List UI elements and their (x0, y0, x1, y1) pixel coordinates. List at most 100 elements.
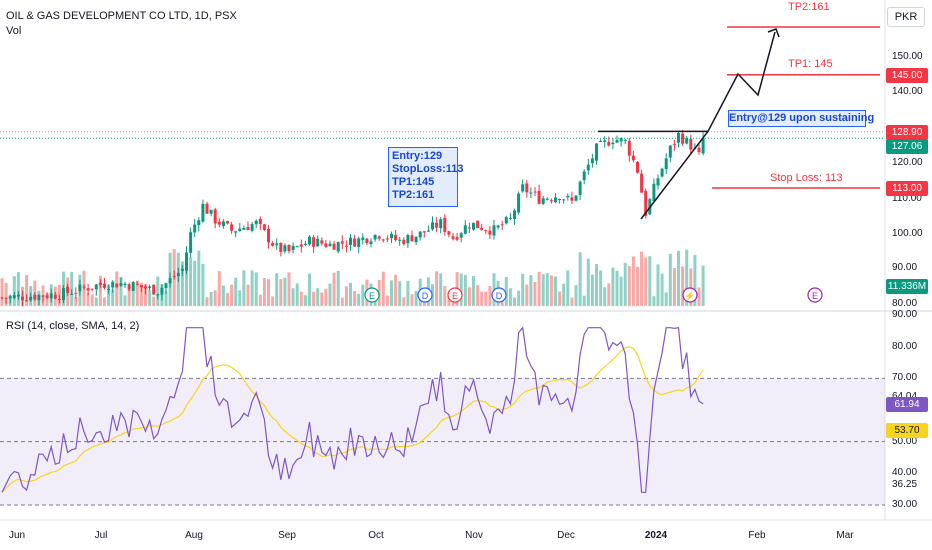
candle-body (431, 222, 434, 230)
volume-bar (221, 285, 225, 306)
event-marker-circle (682, 287, 698, 303)
volume-bar (644, 257, 648, 306)
candle-body (258, 218, 262, 224)
rsi-axis-tick: 36.25 (892, 479, 918, 491)
candle-body (484, 230, 488, 232)
rsi-badge[interactable]: 61.94 (886, 396, 928, 412)
candle-body (595, 143, 598, 161)
candle-body (492, 225, 496, 236)
candle-body (226, 221, 229, 224)
volume-bar (242, 270, 246, 306)
candle-body (545, 198, 549, 200)
volume-bar (299, 291, 303, 306)
candle-body (82, 286, 86, 288)
price-badge[interactable]: 145.00 (886, 67, 928, 83)
volume-bar (599, 270, 603, 306)
volume-bar (607, 283, 611, 306)
candle-body (611, 142, 615, 145)
candle-body (275, 243, 279, 246)
candle-body (549, 200, 553, 202)
candle-body (98, 282, 102, 286)
candle-body (652, 183, 656, 201)
volume-bar (127, 289, 131, 306)
candle-body (172, 276, 176, 278)
rsi-badge[interactable]: 53.70 (886, 422, 928, 438)
candle-body (599, 140, 603, 142)
event-marker: D (491, 287, 507, 303)
volume-bar (349, 282, 352, 306)
trade-info-box[interactable]: Entry:129 StopLoss:113 TP1:145 TP2:161 (388, 147, 464, 207)
candle-body (156, 294, 160, 296)
rsi-axis-tick: 50.00 (892, 435, 918, 447)
candle-body (139, 285, 143, 288)
candle-body (525, 183, 529, 193)
volume-bar (180, 261, 184, 306)
volume-bar (394, 274, 398, 306)
candle-body (361, 237, 365, 240)
volume-bar (554, 276, 557, 306)
candle-body (636, 161, 639, 173)
candle-body (16, 294, 20, 297)
candle-body (103, 283, 106, 288)
event-marker-label: D (496, 291, 503, 301)
volume-bar (139, 282, 143, 306)
candle-body (369, 241, 373, 245)
volume-bar (197, 250, 201, 306)
rsi-axis-tick: 90.00 (892, 309, 918, 320)
projection-arrowhead (767, 28, 780, 38)
candle-body (230, 224, 234, 231)
candle-body (324, 243, 328, 247)
entry-callout[interactable]: Entry@129 upon sustaining (728, 110, 874, 127)
candle-body (238, 228, 242, 231)
volume-bar (467, 287, 471, 306)
volume-bar (390, 280, 393, 306)
candle-body (459, 233, 463, 238)
volume-bar (558, 291, 562, 306)
volume-bar (619, 276, 623, 306)
candle-body (53, 294, 57, 299)
volume-bar (615, 270, 619, 306)
candle-body (689, 138, 693, 150)
price-badge[interactable]: 127.06 (886, 139, 928, 155)
volume-bar (185, 261, 188, 306)
price-badge[interactable]: 128.90 (886, 124, 928, 140)
volume-bar (156, 276, 160, 306)
candle-body (443, 217, 447, 232)
candle-body (406, 235, 410, 244)
candle-body (33, 294, 37, 300)
candle-body (357, 238, 361, 248)
candle-body (349, 237, 352, 245)
event-marker-circle (417, 287, 433, 303)
candle-body (570, 197, 574, 201)
volume-bar (701, 265, 705, 306)
candle-body (254, 220, 258, 225)
candle-body (451, 236, 455, 239)
candle-body (217, 221, 221, 225)
volume-bar (336, 270, 340, 306)
volume-bar (205, 297, 209, 306)
volume-bar (570, 297, 574, 306)
volume-bar (90, 294, 94, 306)
volume-series (0, 249, 705, 306)
candle-body (4, 297, 8, 299)
volume-bar (697, 287, 701, 306)
candle-body (381, 239, 385, 241)
currency-button[interactable]: PKR (887, 7, 925, 27)
price-badge[interactable]: 113.00 (886, 180, 928, 196)
candle-body (627, 140, 631, 156)
candle-body (631, 155, 635, 161)
volume-bar (131, 289, 135, 306)
candle-body (66, 286, 70, 293)
event-marker: E (807, 287, 823, 303)
volume-bar (439, 273, 443, 306)
volume-bar (74, 297, 78, 306)
candle-body (180, 268, 184, 271)
price-badge[interactable]: 11.336M (886, 279, 928, 294)
volume-bar (119, 276, 123, 306)
volume-bar (480, 291, 484, 306)
volume-bar (533, 281, 537, 306)
volume-bar (463, 274, 467, 306)
time-axis-tick: Mar (836, 530, 854, 541)
candle-body (29, 296, 33, 301)
